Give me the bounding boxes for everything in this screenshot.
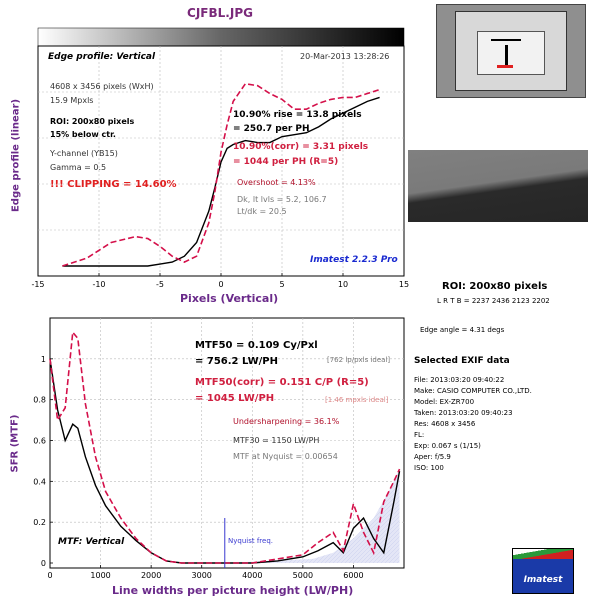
chart-thumbnail [436, 4, 586, 98]
info-overshoot: Overshoot = 4.13% [237, 178, 316, 187]
exif-row: File: 2013:03:20 09:40:22 [414, 376, 505, 384]
roi-crop-image [408, 150, 588, 222]
mtf-y-ticks: 0 0.2 0.4 0.6 0.8 1 [33, 355, 53, 568]
mtf-nyquist: MTF at Nyquist = 0.00654 [233, 452, 338, 461]
top-tick-label: -10 [92, 280, 105, 289]
mtf-ylabel: SFR (MTF) [9, 414, 21, 473]
info-corr2: = 1044 per PH (R=5) [233, 157, 339, 167]
nyquist-label: Nyquist freq. [228, 537, 273, 545]
exif-row: ISO: 100 [414, 464, 444, 472]
roi-title: ROI: 200x80 pixels [442, 281, 548, 292]
info-below: 15% below ctr. [50, 130, 116, 139]
mtf-x-tick-label: 2000 [141, 571, 161, 580]
undersharpening: Undersharpening = 36.1% [233, 417, 340, 426]
mtf-ideal-fill [224, 469, 400, 563]
edge-series-corrected [62, 82, 380, 267]
brand-label: Imatest 2.2.3 Pro [310, 255, 398, 265]
info-dimensions: 4608 x 3456 pixels (WxH) [50, 82, 154, 91]
info-clipping: !!! CLIPPING = 14.60% [50, 179, 177, 190]
exif-row: Res: 4608 x 3456 [414, 420, 476, 428]
exif-row: FL: [414, 431, 425, 439]
exif-row: Make: CASIO COMPUTER CO.,LTD. [414, 387, 532, 395]
edge-series-raw [62, 96, 380, 267]
top-tick-label: 15 [399, 280, 409, 289]
mtf-x-tick-label: 5000 [293, 571, 313, 580]
edge-title: Edge profile: Vertical [48, 52, 156, 62]
edge-angle: Edge angle = 4.31 degs [420, 326, 505, 334]
mtf50-corr-ideal: [1.46 mpxls ideal] [325, 396, 389, 404]
info-roi: ROI: 200x80 pixels [50, 117, 135, 126]
mtf-fill-area [224, 469, 400, 563]
mtf-x-tick-label: 4000 [242, 571, 262, 580]
mtf-y-tick-label: 0.2 [33, 518, 46, 527]
info-dk: Dk, lt lvls = 5.2, 106.7 [237, 195, 327, 204]
mtf-x-ticks: 0 1000 2000 3000 4000 5000 6000 [47, 565, 364, 580]
info-gamma: Gamma = 0.5 [50, 163, 107, 172]
edge-ylabel: Edge profile (linear) [10, 98, 22, 213]
mtf50-corr: MTF50(corr) = 0.151 C/P (R=5) [195, 377, 369, 388]
mtf-x-tick-label: 0 [47, 571, 52, 580]
roi-coords: L R T B = 2237 2436 2123 2202 [437, 297, 550, 305]
exif-row: Model: EX-ZR700 [414, 398, 475, 406]
mtf-y-tick-label: 0 [41, 559, 46, 568]
exif-title: Selected EXIF data [414, 356, 510, 366]
edge-xlabel: Pixels (Vertical) [180, 292, 279, 305]
mtf-series-corrected [49, 330, 401, 564]
top-tick-label: -15 [31, 280, 44, 289]
info-rise2: = 250.7 per PH [233, 124, 310, 134]
exif-row: Taken: 2013:03:20 09:40:23 [414, 409, 513, 417]
mtf-y-tick-label: 0.8 [33, 396, 46, 405]
top-tick-label: 0 [218, 280, 223, 289]
mtf-x-tick-label: 3000 [192, 571, 212, 580]
mtf50-ideal: [762 lp/pxls ideal] [327, 356, 391, 364]
imatest-logo: Imatest [512, 548, 574, 594]
info-mpxls: 15.9 Mpxls [50, 96, 94, 105]
edge-timestamp: 20-Mar-2013 13:28:26 [300, 52, 390, 61]
mtf-x-tick-label: 1000 [90, 571, 110, 580]
top-tick-label: 10 [338, 280, 348, 289]
top-series [62, 82, 380, 267]
mtf-y-tick-label: 0.6 [33, 437, 46, 446]
info-corr1: 10.90%(corr) = 3.31 pixels [233, 142, 369, 152]
mtf-x-tick-label: 6000 [343, 571, 363, 580]
exif-list: File: 2013:03:20 09:40:22 Make: CASIO CO… [414, 375, 532, 474]
mtf30: MTF30 = 1150 LW/PH [233, 436, 320, 445]
mtf50-lwph: = 756.2 LW/PH [195, 356, 278, 367]
mtf50-corr-lwph: = 1045 LW/PH [195, 393, 275, 404]
top-tick-label: 5 [279, 280, 284, 289]
info-channel: Y-channel (YB15) [50, 149, 118, 158]
mtf-y-tick-label: 0.4 [33, 477, 46, 486]
top-grid [38, 46, 404, 276]
mtf50: MTF50 = 0.109 Cy/Pxl [195, 340, 318, 351]
mtf-y-tick-label: 1 [41, 355, 46, 364]
top-tick-label: -5 [156, 280, 164, 289]
file-title: CJFBL.JPG [187, 6, 253, 20]
info-lt: Lt/dk = 20.5 [237, 207, 287, 216]
top-x-ticks: -15 -10 -5 0 5 10 15 [31, 273, 409, 289]
mtf-xlabel: Line widths per picture height (LW/PH) [112, 584, 354, 597]
mtf-grid [50, 318, 404, 568]
info-rise1: 10.90% rise = 13.8 pixels [233, 110, 362, 120]
exif-row: Aper: f/5.9 [414, 453, 451, 461]
mtf-series [49, 330, 401, 564]
exif-row: Exp: 0.067 s (1/15) [414, 442, 481, 450]
gradient-bar [37, 27, 405, 47]
mtf-plot-frame [49, 317, 405, 569]
logo-text: Imatest [523, 575, 563, 585]
mtf-title: MTF: Vertical [58, 537, 125, 547]
